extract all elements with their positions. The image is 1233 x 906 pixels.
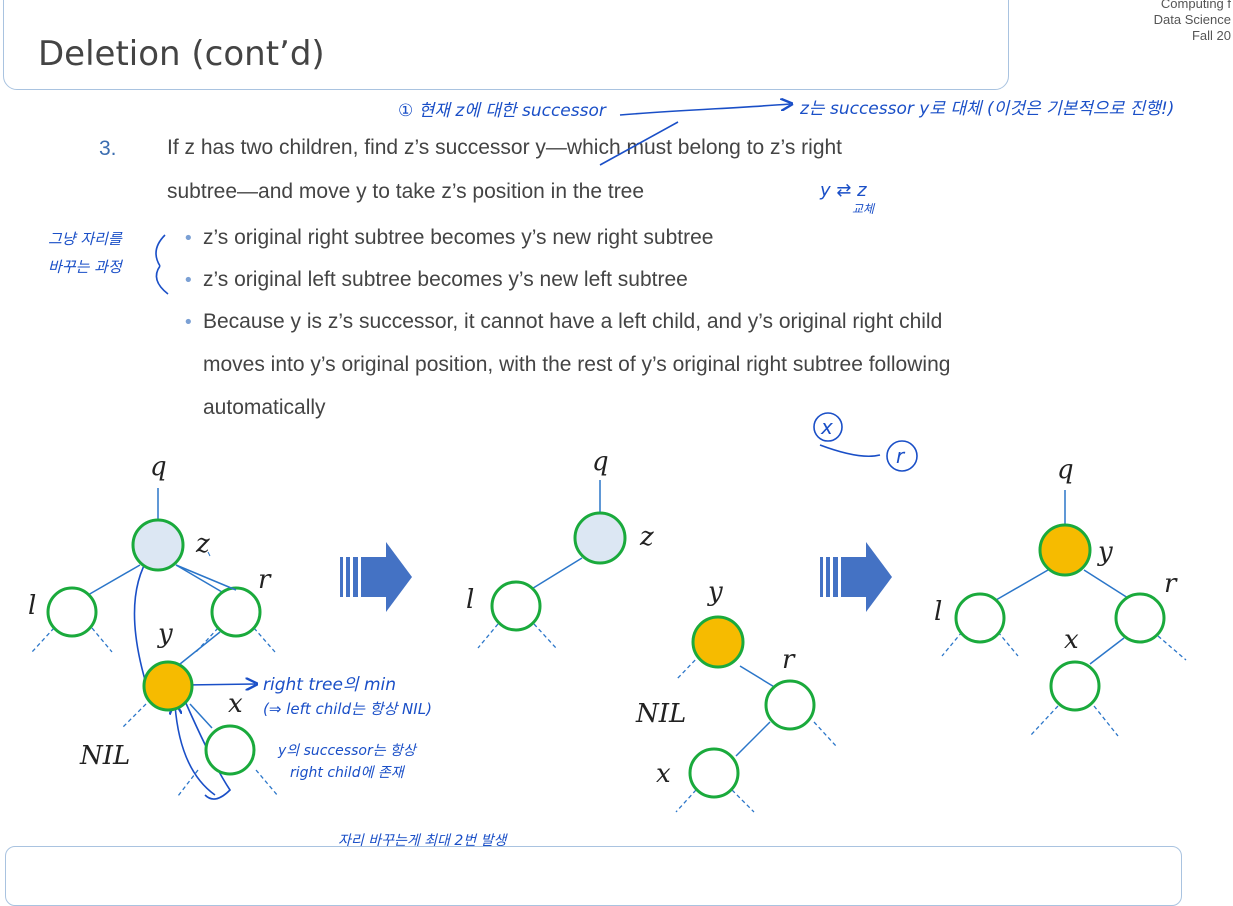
note-x-label: x: [820, 415, 833, 439]
tree1-nil-edges: [31, 627, 279, 797]
bullet-dot-1: •: [183, 228, 194, 249]
transition-arrow-2: [820, 542, 892, 612]
course-line-1: Computing f: [1160, 0, 1231, 11]
note-side-2: 바꾸는 과정: [48, 258, 122, 276]
bullet-dot-3: •: [183, 312, 194, 333]
tree2-node-y: [691, 615, 745, 669]
tree3-label-r: r: [1164, 569, 1178, 599]
tree3-edges: [995, 490, 1129, 665]
step-number: 3.: [99, 137, 117, 160]
tree2-node-l: [490, 580, 542, 632]
tree1-label-q: q: [150, 452, 167, 482]
note-xr-labels: x r: [820, 415, 906, 468]
tree3-node-y: [1038, 523, 1092, 577]
note-max-two-swaps: 자리 바꾸는게 최대 2번 발생: [338, 833, 507, 849]
tree1-node-z: [131, 518, 185, 572]
note-r-circle: [886, 440, 918, 472]
step-line-1: If z has two children, find z’s successo…: [167, 136, 843, 159]
note-replace: z는 successor y로 대체 (이것은 기본적으로 진행!): [800, 99, 1175, 119]
course-line-2: Data Science: [1153, 12, 1231, 27]
bottom-box: [5, 846, 1182, 906]
tree2-node-r: [764, 679, 816, 731]
tree1-y-x-edge: [189, 703, 213, 729]
bullet-2: z’s original left subtree becomes y’s ne…: [203, 268, 688, 291]
tree3-label-x: x: [1064, 625, 1079, 655]
bullet-3-line-3: automatically: [203, 396, 326, 419]
note-right-min: right tree의 min: [263, 675, 397, 695]
tree2-label-r: r: [782, 645, 796, 675]
note-left-nil: (⇒ left child는 항상 NIL): [263, 700, 432, 718]
bullet-1: z’s original right subtree becomes y’s n…: [203, 226, 714, 249]
tree1-label-y: y: [157, 619, 173, 649]
bullet-3-line-2: moves into y’s original position, with t…: [203, 353, 951, 376]
tree1-node-x: [204, 724, 256, 776]
tree1-node-r: [210, 586, 262, 638]
tree1-label-l: l: [28, 591, 36, 621]
tree3-label-y: y: [1097, 537, 1113, 567]
tree2-labels: q z l y r NIL x: [466, 447, 796, 789]
note-successor: ① 현재 z에 대한 successor: [398, 101, 606, 121]
tree1-r-y-edge: [179, 631, 221, 665]
tree1-label-r: r: [258, 565, 272, 595]
tree1-label-x: x: [228, 689, 243, 719]
tree2-label-x: x: [656, 759, 671, 789]
tree1-z-r-edge: [175, 564, 237, 591]
note-r-label: r: [896, 444, 906, 468]
tree2-label-z: z: [639, 522, 654, 552]
note-successor-right: y의 successor는 항상: [278, 743, 416, 759]
tree1-label-nil: NIL: [79, 741, 130, 771]
tree2-label-l: l: [466, 585, 474, 615]
tree2-edges: [529, 480, 777, 757]
tree2-node-x: [688, 747, 740, 799]
tree3-node-x: [1049, 660, 1101, 712]
slide-title: Deletion (cont’d): [38, 34, 325, 74]
tree3-label-l: l: [934, 597, 942, 627]
tree1-node-l: [46, 586, 98, 638]
tree3-label-q: q: [1057, 455, 1074, 485]
tree3-labels: q y l r x: [934, 455, 1178, 655]
tree2-label-y: y: [707, 577, 723, 607]
note-right-child: right child에 존재: [290, 765, 404, 781]
bullet-3-line-1: Because y is z’s successor, it cannot ha…: [203, 310, 943, 333]
tree3-node-r: [1114, 592, 1166, 644]
tree1-labels: q z l r y x NIL: [28, 452, 272, 771]
note-swap-sub: 교체: [852, 202, 875, 216]
note-swap: y ⇄ z: [820, 180, 867, 201]
tree2-node-z: [573, 511, 627, 565]
tree2-label-nil: NIL: [635, 699, 686, 729]
course-label: Computing f Data Science Fall 20: [1154, 0, 1231, 44]
tree3-nil-edges: [941, 631, 1187, 737]
tree-diagrams: q z l r y x NIL q: [28, 0, 1187, 813]
tree1-z-r-extra: [207, 551, 211, 557]
title-box: [3, 0, 1009, 90]
note-x-circle: [813, 412, 843, 442]
transition-arrow-1: [340, 542, 412, 612]
tree2-label-q: q: [592, 447, 609, 477]
step-line-2: subtree—and move y to take z’s position …: [167, 180, 645, 203]
note-side-1: 그냥 자리를: [48, 230, 122, 248]
tree3-node-l: [954, 592, 1006, 644]
tree1-label-z: z: [195, 529, 210, 559]
tree2-nil-edges: [477, 623, 837, 813]
tree1-node-y: [142, 660, 194, 712]
course-line-3: Fall 20: [1191, 28, 1231, 43]
bullet-dot-2: •: [183, 270, 194, 291]
